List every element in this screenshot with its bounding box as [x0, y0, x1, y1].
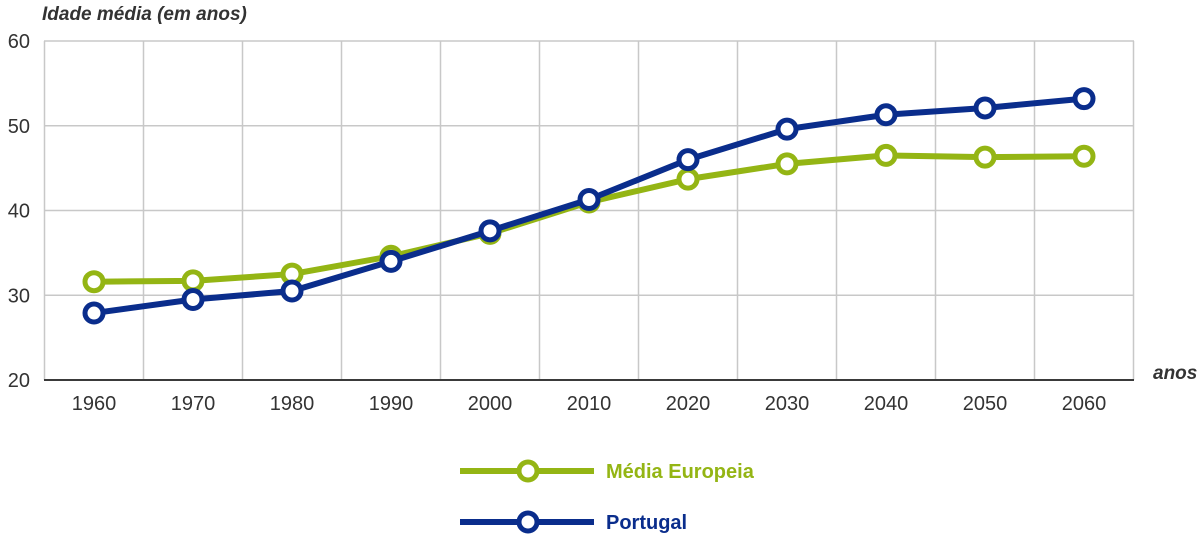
series-layer	[82, 87, 1096, 325]
data-point	[775, 152, 799, 176]
x-tick-label: 1970	[171, 393, 216, 415]
x-tick-label: 2030	[765, 393, 810, 415]
data-point	[775, 117, 799, 141]
x-tick-label: 2040	[864, 393, 909, 415]
data-point	[874, 143, 898, 167]
y-tick-label: 40	[8, 201, 30, 223]
legend-label: Portugal	[606, 512, 687, 534]
x-tick-label: 2060	[1062, 393, 1107, 415]
data-point	[874, 103, 898, 127]
y-tick-label: 60	[8, 31, 30, 53]
x-tick-label: 2000	[468, 393, 513, 415]
data-point	[973, 96, 997, 120]
y-tick-label: 20	[8, 370, 30, 392]
x-axis-title: anos	[1153, 363, 1197, 384]
legend-label: Média Europeia	[606, 461, 755, 483]
legend-swatch-marker	[516, 510, 540, 534]
legend: Média Europeia Portugal	[460, 459, 755, 534]
chart-grid	[43, 40, 1135, 380]
data-point	[1072, 87, 1096, 111]
series-portugal	[82, 87, 1096, 325]
x-tick-label: 1960	[72, 393, 117, 415]
legend-item: Média Europeia	[460, 459, 755, 483]
data-point	[973, 145, 997, 169]
legend-swatch-marker	[516, 459, 540, 483]
x-tick-label: 1990	[369, 393, 414, 415]
x-tick-label: 2050	[963, 393, 1008, 415]
y-tick-label: 30	[8, 285, 30, 307]
data-point	[676, 167, 700, 191]
data-point	[82, 301, 106, 325]
data-point	[82, 270, 106, 294]
data-point	[577, 187, 601, 211]
data-point	[181, 269, 205, 293]
y-axis-title: Idade média (em anos)	[42, 4, 247, 25]
y-tick-label: 50	[8, 116, 30, 138]
data-point	[676, 148, 700, 172]
x-tick-label: 2010	[567, 393, 612, 415]
data-point	[379, 249, 403, 273]
data-point	[280, 279, 304, 303]
data-point	[1072, 144, 1096, 168]
data-point	[181, 287, 205, 311]
series-media-europeia	[82, 143, 1096, 294]
legend-item: Portugal	[460, 510, 687, 534]
x-tick-label: 1980	[270, 393, 315, 415]
x-tick-label: 2020	[666, 393, 711, 415]
data-point	[478, 219, 502, 243]
